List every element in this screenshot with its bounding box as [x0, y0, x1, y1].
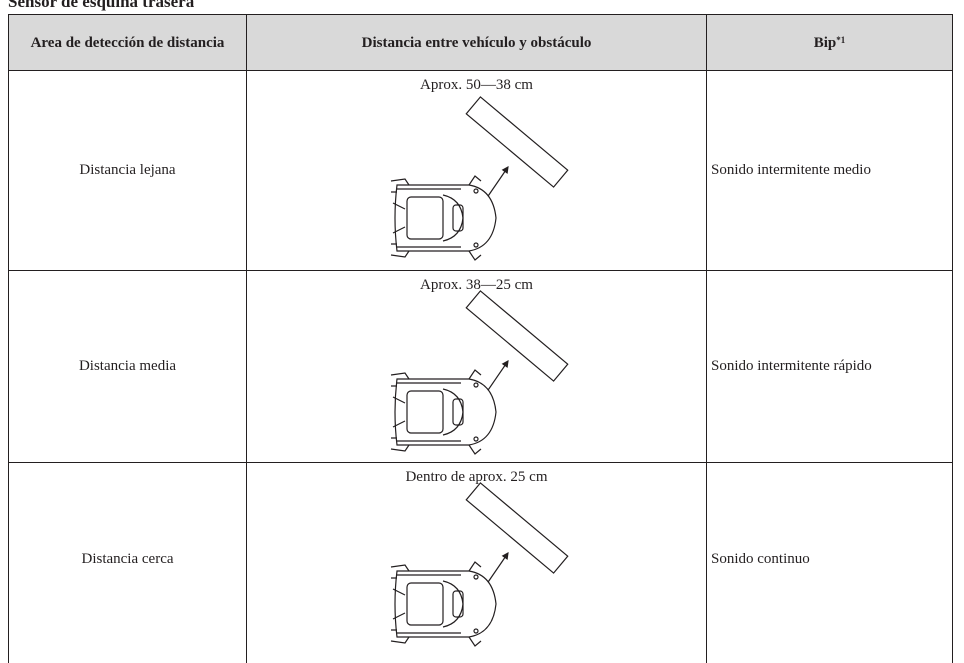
distance-cell: Aprox. 38—25 cm: [246, 270, 707, 463]
distance-label: Aprox. 50—38 cm: [420, 77, 533, 93]
section-title: Sensor de esquina trasera: [8, 0, 195, 11]
distance-label: Dentro de aprox. 25 cm: [405, 469, 548, 485]
header-cell: Area de detección de distancia: [8, 14, 247, 71]
car-diagram: [247, 463, 707, 662]
car-diagram: [247, 71, 707, 270]
beep-cell: Sonido continuo: [706, 462, 953, 663]
car-diagram: [247, 271, 707, 462]
area-cell: Distancia lejana: [8, 70, 247, 271]
table: Area de detección de distancia Distancia…: [8, 14, 953, 663]
header-text: Bip: [813, 34, 837, 51]
header-cell: Bip*1: [706, 14, 953, 71]
header-row: Area de detección de distancia Distancia…: [8, 14, 953, 71]
distance-cell: Aprox. 50—38 cm: [246, 70, 707, 271]
header-cell: Distancia entre vehículo y obstáculo: [246, 14, 707, 71]
header-text: Distancia entre vehículo y obstáculo: [361, 34, 592, 51]
area-cell: Distancia cerca: [8, 462, 247, 663]
beep-cell: Sonido intermitente medio: [706, 70, 953, 271]
row: Distancia cerca Dentro de aprox. 25 cm S…: [8, 462, 953, 663]
beep-cell: Sonido intermitente rápido: [706, 270, 953, 463]
footnote-mark: *1: [836, 34, 846, 45]
header-text: Area de detección de distancia: [30, 34, 225, 51]
row: Distancia lejana Aprox. 50—38 cm Sonido …: [8, 70, 953, 271]
area-cell: Distancia media: [8, 270, 247, 463]
distance-label: Aprox. 38—25 cm: [420, 277, 533, 293]
row: Distancia media Aprox. 38—25 cm Sonido i…: [8, 270, 953, 463]
distance-cell: Dentro de aprox. 25 cm: [246, 462, 707, 663]
